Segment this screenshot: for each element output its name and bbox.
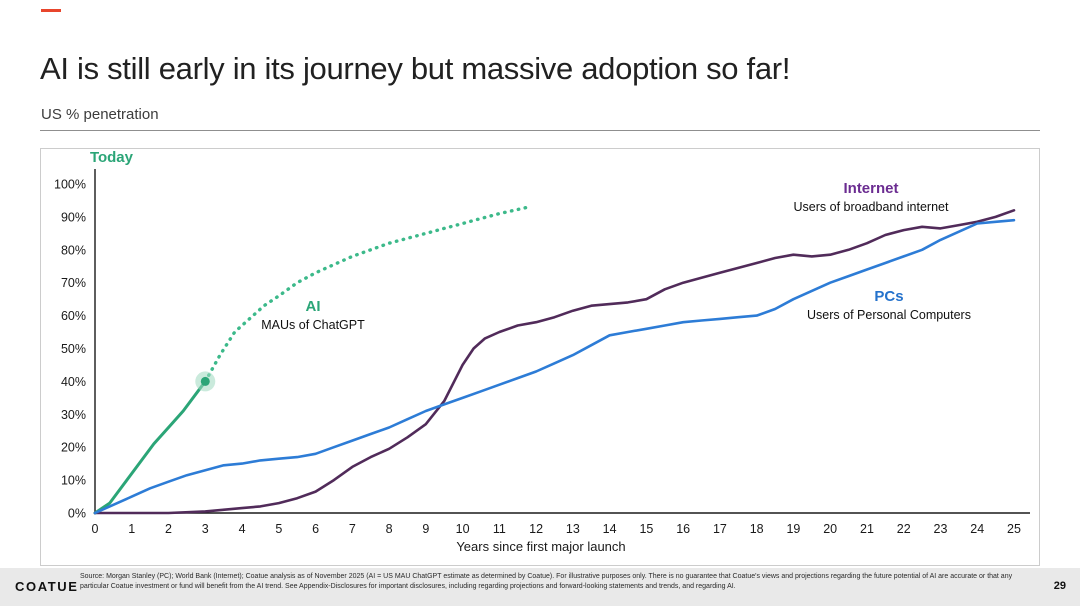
svg-text:30%: 30% <box>61 408 86 422</box>
svg-text:50%: 50% <box>61 342 86 356</box>
brand-accent-dash <box>41 9 61 12</box>
svg-text:25: 25 <box>1007 522 1021 536</box>
svg-text:3: 3 <box>202 522 209 536</box>
ai-series-label: AI MAUs of ChatGPT <box>223 297 403 333</box>
svg-text:80%: 80% <box>61 243 86 257</box>
ai-sublabel: MAUs of ChatGPT <box>261 317 365 332</box>
svg-text:10%: 10% <box>61 474 86 488</box>
pcs-series-label: PCs Users of Personal Computers <box>769 287 1009 323</box>
internet-sublabel: Users of broadband internet <box>793 199 949 214</box>
svg-text:20: 20 <box>823 522 837 536</box>
svg-text:9: 9 <box>422 522 429 536</box>
coatue-logo: COATUE <box>15 579 79 594</box>
svg-text:24: 24 <box>970 522 984 536</box>
svg-text:7: 7 <box>349 522 356 536</box>
svg-text:14: 14 <box>603 522 617 536</box>
svg-text:6: 6 <box>312 522 319 536</box>
svg-text:22: 22 <box>897 522 911 536</box>
x-axis-title: Years since first major launch <box>456 539 626 554</box>
page-number: 29 <box>1053 580 1066 592</box>
internet-label: Internet <box>843 180 899 197</box>
pcs-sublabel: Users of Personal Computers <box>807 307 971 322</box>
svg-text:10: 10 <box>456 522 470 536</box>
svg-text:1: 1 <box>128 522 135 536</box>
svg-text:13: 13 <box>566 522 580 536</box>
ai-label: AI <box>305 298 321 315</box>
svg-text:5: 5 <box>275 522 282 536</box>
chart-unit-label: US % penetration <box>41 106 159 123</box>
svg-text:11: 11 <box>493 522 506 536</box>
svg-text:0%: 0% <box>68 507 86 521</box>
svg-text:19: 19 <box>786 522 800 536</box>
footer: COATUE Source: Morgan Stanley (PC); Worl… <box>0 568 1080 606</box>
svg-text:17: 17 <box>713 522 727 536</box>
svg-text:20%: 20% <box>61 441 86 455</box>
svg-text:15: 15 <box>639 522 653 536</box>
svg-text:60%: 60% <box>61 309 86 323</box>
penetration-line-chart: 0%10%20%30%40%50%60%70%80%90%100%0 1 2 3 4 5 6… <box>54 169 1030 536</box>
chart-area: 0% 10% 20% 30% 40% 50% 60% 70% 80% 90% 100% 0 1 2 3 4 5 6… <box>40 148 1040 566</box>
svg-text:70%: 70% <box>61 276 86 290</box>
disclaimer-text: Source: Morgan Stanley (PC); World Bank … <box>80 573 1013 590</box>
svg-text:4: 4 <box>239 522 246 536</box>
page-title: AI is still early in its journey but mas… <box>40 50 791 86</box>
svg-text:18: 18 <box>750 522 764 536</box>
svg-text:100%: 100% <box>54 178 86 192</box>
svg-text:40%: 40% <box>61 375 86 389</box>
svg-text:0: 0 <box>92 522 99 536</box>
today-marker-label: Today <box>89 149 133 166</box>
svg-text:2: 2 <box>165 522 172 536</box>
internet-series-label: Internet Users of broadband internet <box>741 179 1001 215</box>
svg-text:8: 8 <box>386 522 393 536</box>
svg-text:21: 21 <box>860 522 874 536</box>
svg-text:12: 12 <box>529 522 543 536</box>
svg-text:90%: 90% <box>61 210 86 224</box>
svg-text:16: 16 <box>676 522 690 536</box>
svg-text:23: 23 <box>934 522 948 536</box>
pcs-label: PCs <box>874 288 904 305</box>
header-divider <box>40 130 1040 131</box>
